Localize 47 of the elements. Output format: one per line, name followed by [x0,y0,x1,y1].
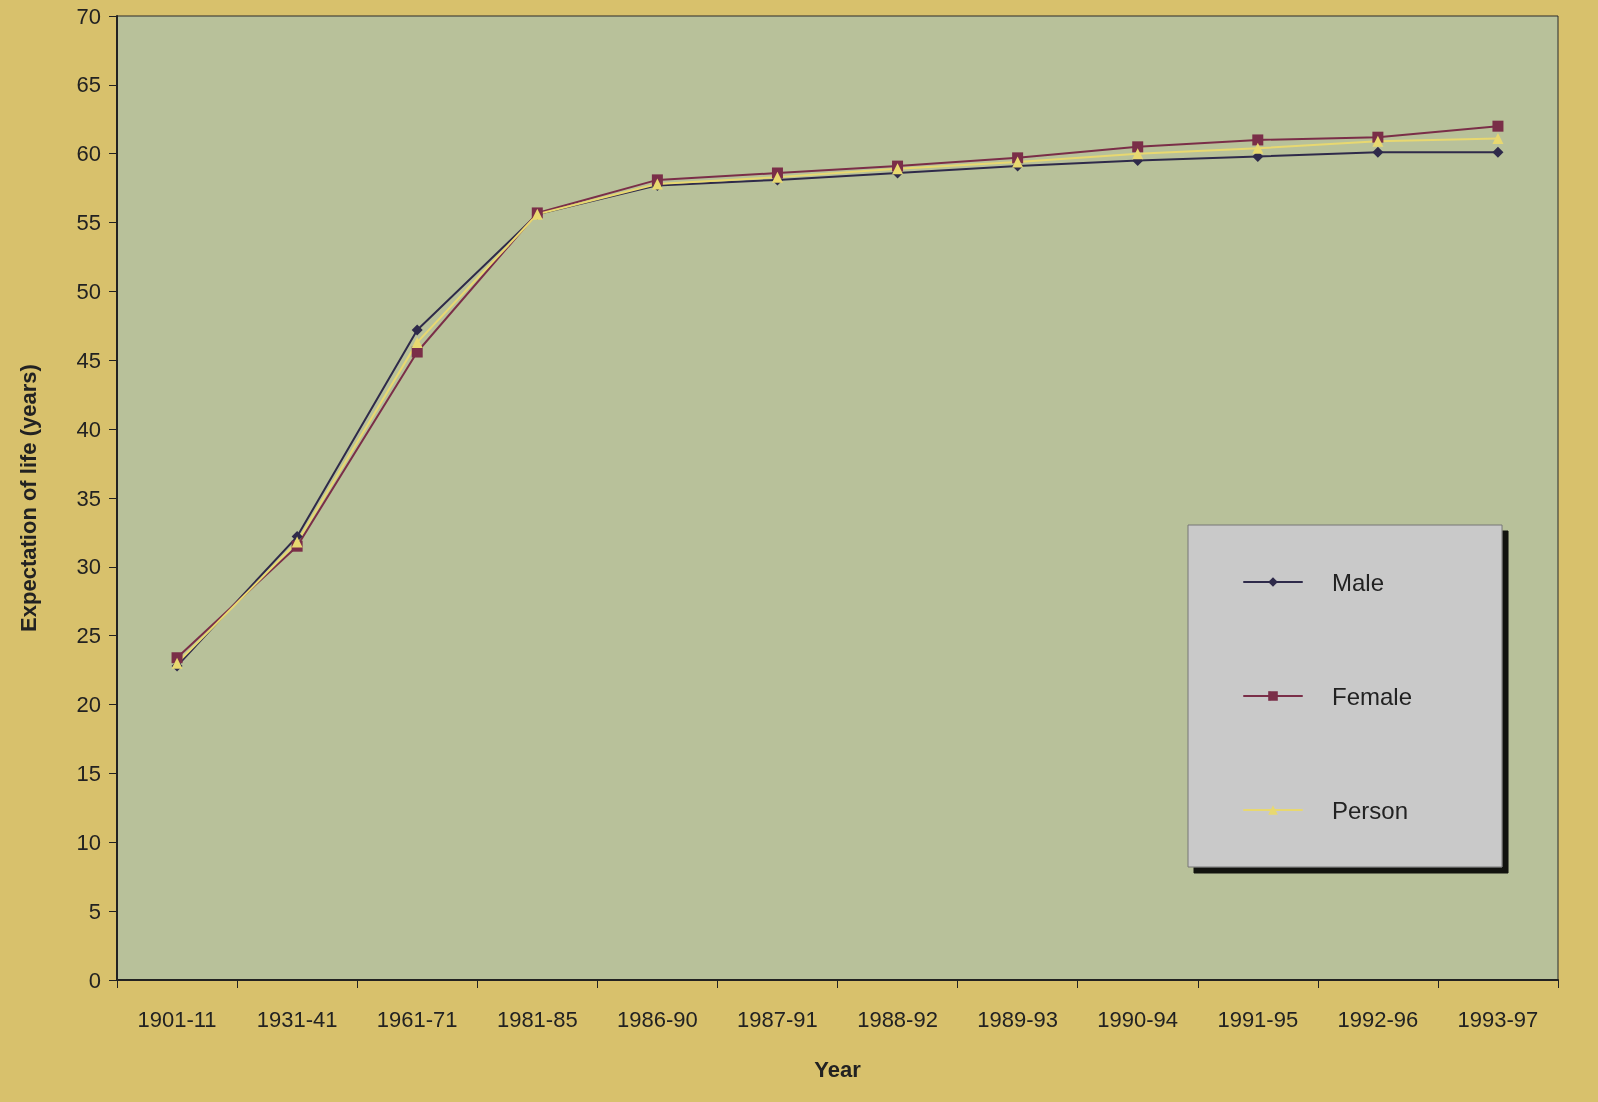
x-tick-label: 1901-11 [137,1006,217,1032]
x-tick-label: 1986-90 [617,1006,698,1032]
point [411,324,423,336]
point [411,346,423,358]
point [1372,146,1384,158]
y-tick-label: 0 [88,967,101,993]
point [1492,146,1504,158]
legend-label: Person [1332,796,1409,824]
y-tick-label: 45 [76,347,101,373]
legend-label: Female [1332,682,1413,710]
point [1132,141,1144,153]
y-tick-label: 10 [76,829,101,855]
y-tick-label: 70 [76,3,101,29]
legend-label: Male [1332,568,1385,596]
y-tick-label: 35 [76,485,101,511]
x-tick-label: 1992-96 [1337,1006,1419,1032]
point [171,652,183,664]
x-tick-label: 1961-71 [376,1006,458,1032]
y-tick-label: 25 [76,623,101,649]
y-tick-label: 15 [76,760,101,786]
x-tick-label: 1981-85 [496,1006,578,1032]
point [1252,142,1264,154]
point [291,536,303,548]
x-tick-label: 1931-41 [256,1006,338,1032]
x-tick-label: 1993-97 [1457,1006,1539,1032]
x-tick-label: 1987-91 [737,1006,818,1032]
y-tick-label: 60 [76,141,101,167]
y-tick-label: 50 [76,278,101,304]
x-tick-label: 1989-93 [977,1006,1058,1032]
point [1252,134,1264,146]
y-tick-label: 65 [76,72,101,98]
y-axis-title: Expectation of life (years) [15,364,41,632]
point [1492,133,1504,145]
x-tick-label: 1988-92 [857,1006,938,1032]
point [1492,120,1504,132]
y-tick-label: 40 [76,416,101,442]
point [1132,148,1144,160]
y-tick-label: 20 [76,692,101,718]
x-tick-label: 1991-95 [1217,1006,1299,1032]
point [1012,156,1024,168]
y-tick-label: 55 [76,210,101,236]
x-axis-title: Year [814,1056,862,1082]
y-tick-label: 30 [76,554,101,580]
point [1372,135,1384,147]
x-tick-label: 1990-94 [1097,1006,1179,1032]
y-tick-label: 5 [88,898,101,924]
point [411,336,423,348]
